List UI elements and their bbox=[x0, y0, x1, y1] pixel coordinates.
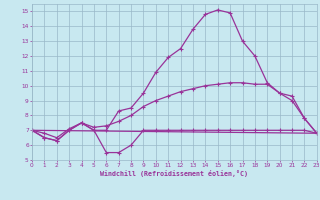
X-axis label: Windchill (Refroidissement éolien,°C): Windchill (Refroidissement éolien,°C) bbox=[100, 170, 248, 177]
